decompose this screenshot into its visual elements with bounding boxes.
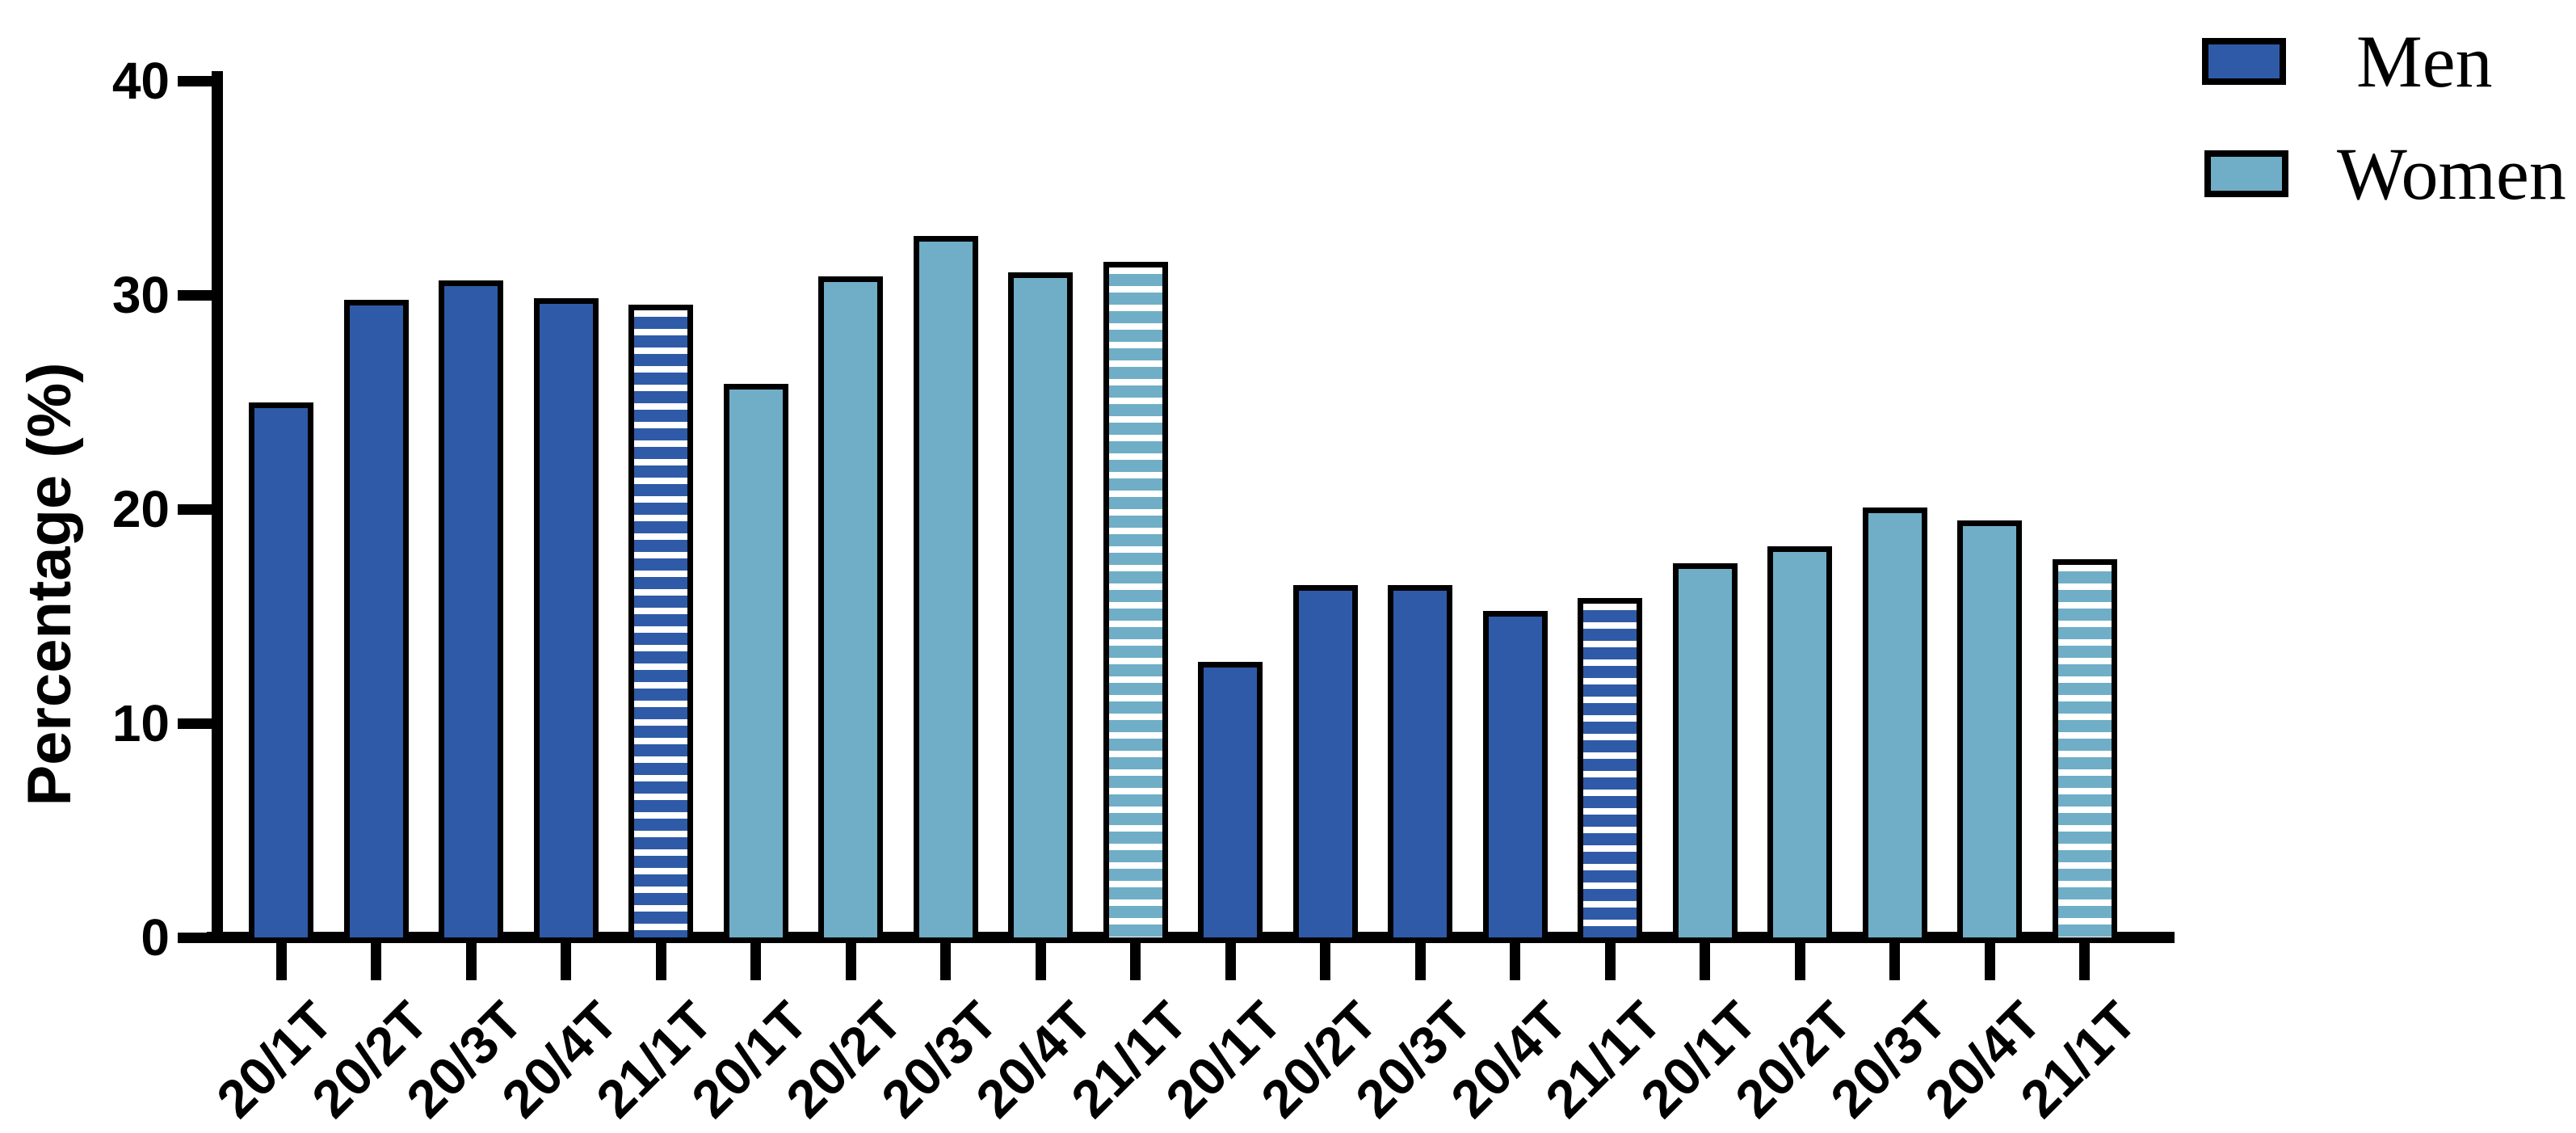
bar-women-block2-20-2T	[1767, 546, 1832, 943]
bar-men-block1-20-3T	[439, 280, 503, 943]
x-tick	[1700, 943, 1710, 980]
x-tick	[750, 943, 761, 980]
x-tick	[1320, 943, 1330, 980]
bar-men-block1-20-2T	[343, 300, 409, 943]
x-tick	[1035, 943, 1046, 980]
x-tick	[1130, 943, 1141, 980]
x-tick	[2079, 943, 2090, 980]
x-tick	[275, 943, 287, 980]
bar-women-block1-20-1T	[723, 383, 788, 943]
legend-swatch-men	[2202, 38, 2286, 85]
bar-women-block1-20-4T	[1008, 272, 1073, 943]
y-tick-label: 30	[111, 266, 170, 324]
bar-women-block1-20-3T	[913, 235, 978, 943]
x-tick	[1510, 943, 1520, 980]
y-tick	[178, 289, 213, 301]
x-tick	[1889, 943, 1900, 980]
x-tick	[1794, 943, 1805, 980]
x-tick	[940, 943, 951, 980]
bar-men-block1-20-4T	[533, 297, 599, 943]
bar-women-block2-21-1T-hatched	[2052, 558, 2117, 943]
bar-women-block1-20-2T	[818, 276, 883, 943]
x-tick	[1984, 943, 1995, 980]
y-tick-label: 40	[111, 52, 170, 110]
bar-women-block2-20-1T	[1672, 563, 1738, 943]
y-tick-label: 20	[111, 480, 170, 538]
y-axis-line	[212, 71, 223, 943]
x-tick	[845, 943, 856, 980]
bar-men-block1-21-1T-hatched	[628, 304, 693, 943]
bar-women-block1-21-1T-hatched	[1103, 261, 1168, 943]
bar-men-block2-20-1T	[1198, 662, 1263, 943]
x-tick	[371, 943, 381, 980]
y-tick-label: 0	[141, 908, 170, 967]
x-tick	[465, 943, 477, 980]
y-tick	[178, 932, 213, 943]
x-tick	[655, 943, 666, 980]
bar-women-block2-20-3T	[1862, 508, 1927, 943]
x-tick	[1414, 943, 1426, 980]
y-tick	[178, 718, 213, 729]
y-tick	[178, 75, 213, 86]
y-tick	[178, 503, 213, 515]
bar-men-block2-20-2T	[1292, 584, 1358, 943]
legend-label-men: Men	[2356, 20, 2493, 103]
bar-men-block2-20-4T	[1482, 610, 1548, 943]
bar-men-block2-21-1T-hatched	[1578, 597, 1642, 943]
bar-men-block1-20-1T	[249, 402, 313, 943]
y-tick-label: 10	[111, 694, 170, 752]
legend-swatch-women	[2204, 150, 2288, 197]
legend-label-women: Women	[2337, 133, 2566, 215]
x-tick	[1225, 943, 1236, 980]
bar-men-block2-20-3T	[1388, 584, 1452, 943]
x-tick	[561, 943, 571, 980]
bar-women-block2-20-4T	[1957, 520, 2022, 943]
x-tick	[1604, 943, 1616, 980]
